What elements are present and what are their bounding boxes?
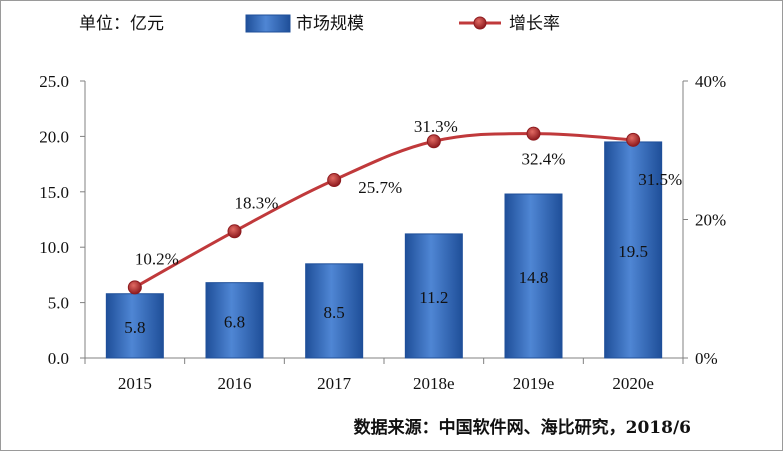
bar-value-label: 5.8: [124, 318, 145, 337]
bar: [305, 263, 364, 359]
x-tick-label: 2019e: [513, 374, 555, 393]
bar: [604, 141, 663, 359]
bar: [105, 293, 164, 359]
source-note: 数据来源：中国软件网、海比研究，2018/6: [354, 417, 691, 438]
x-tick-label: 2016: [218, 374, 252, 393]
growth-rate-label: 32.4%: [522, 150, 566, 169]
growth-rate-point: [227, 224, 242, 239]
y-axis-left-ticks: 0.0 5.0 10.0 15.0 20.0 25.0: [39, 72, 85, 368]
bar: [205, 282, 264, 359]
bar-value-label: 19.5: [618, 242, 648, 261]
growth-rate-point: [127, 280, 142, 295]
growth-rate-point: [626, 132, 641, 147]
growth-rate-line: [134, 132, 634, 289]
y-axis-right-ticks: 0% 20% 40%: [683, 72, 726, 368]
bar-value-label: 14.8: [519, 268, 549, 287]
bar-value-labels: 5.8 6.8 8.5 11.2 14.8 19.5: [124, 242, 648, 337]
growth-rate-label: 18.3%: [235, 193, 279, 212]
growth-rate-series: [127, 126, 641, 295]
bar: [504, 193, 563, 359]
bar: [404, 233, 463, 359]
growth-rate-label: 25.7%: [358, 178, 402, 197]
growth-rate-point: [426, 134, 441, 149]
unit-label: 单位：亿元: [79, 14, 164, 34]
legend-line-marker: [473, 16, 487, 30]
x-tick-label: 2017: [317, 374, 352, 393]
legend-line-label: 增长率: [509, 14, 560, 34]
growth-rate-label: 10.2%: [135, 249, 179, 268]
bar-value-label: 6.8: [224, 312, 245, 331]
growth-rate-label: 31.5%: [638, 170, 682, 189]
bar-series: [105, 141, 663, 359]
legend-bar-swatch: [245, 14, 291, 33]
bar-value-label: 8.5: [324, 303, 345, 322]
legend-bar-label: 市场规模: [296, 14, 364, 34]
y-left-tick-label: 10.0: [39, 238, 69, 257]
y-right-tick-label: 0%: [695, 349, 718, 368]
y-left-tick-label: 25.0: [39, 72, 69, 91]
x-axis-ticks: 2015 2016 2017 2018e 2019e 2020e: [84, 358, 684, 393]
x-tick-label: 2020e: [612, 374, 654, 393]
x-tick-label: 2015: [118, 374, 152, 393]
y-left-tick-label: 15.0: [39, 183, 69, 202]
growth-rate-point: [526, 126, 541, 141]
bar-value-label: 11.2: [419, 288, 448, 307]
growth-rate-labels: 10.2% 18.3% 25.7% 31.3% 32.4% 31.5%: [135, 117, 682, 268]
x-tick-label: 2018e: [413, 374, 455, 393]
y-right-tick-label: 40%: [695, 72, 726, 91]
y-left-tick-label: 5.0: [48, 294, 69, 313]
growth-rate-label: 31.3%: [414, 117, 458, 136]
y-right-tick-label: 20%: [695, 211, 726, 230]
legend: 单位：亿元 市场规模 增长率: [79, 14, 560, 34]
y-left-tick-label: 0.0: [48, 349, 69, 368]
y-left-tick-label: 20.0: [39, 127, 69, 146]
growth-rate-point: [327, 173, 342, 188]
